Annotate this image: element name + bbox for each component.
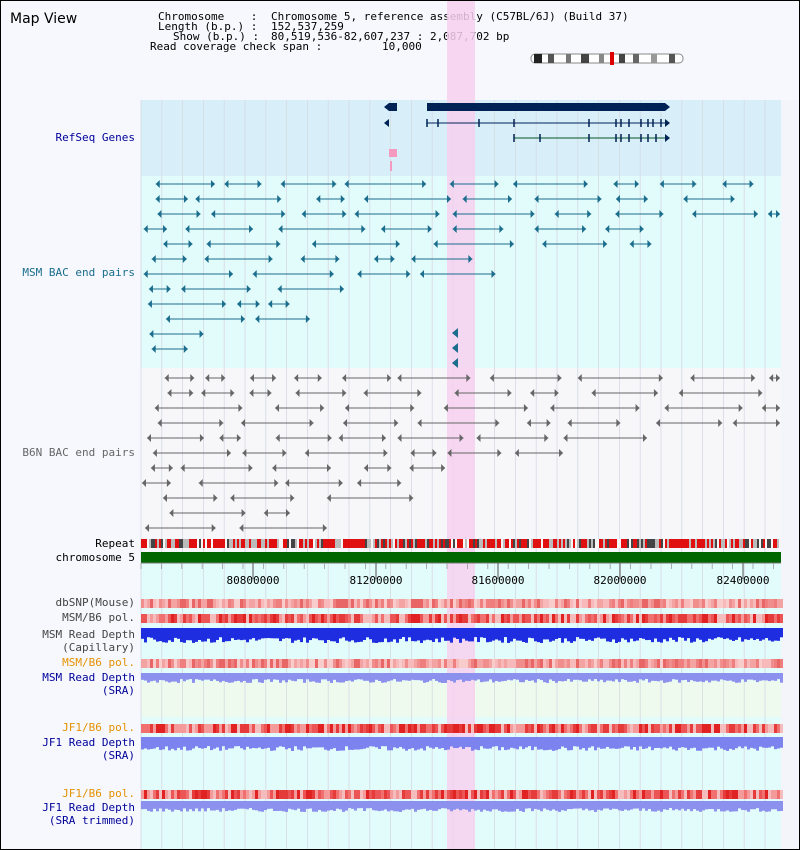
position-highlight [447,1,475,849]
ideogram-marker [610,52,614,65]
dbsnp-label: dbSNP(Mouse) [55,596,135,609]
b6n-bac-end-pairs [141,374,780,532]
length-key: Length (b.p.) : [158,20,258,33]
msm-bac-end-pairs [143,180,780,368]
msm-bac-label: MSM BAC end pairs [22,266,135,279]
msm-b6-pol2-label: MSM/B6 pol. [62,656,135,669]
chromosome-bar [141,552,781,563]
axis-tick-label: 81600000 [472,574,525,587]
jf1-depth-sra-sub: (SRA) [101,749,135,762]
repeat-label: Repeat [95,537,135,550]
axis-tick-label: 81200000 [350,574,403,587]
msm-b6-pol-label: MSM/B6 pol. [62,611,135,624]
msm-depth-sra-label: MSM Read Depth [42,671,135,684]
msm-depth-cap-label: MSM Read Depth [42,628,135,641]
coverage-value: 10,000 [382,40,422,53]
right-margin [781,100,799,849]
map-view-title: Map View [10,11,78,27]
position-axis: 80800000 81200000 81600000 82000000 82400000 [140,563,774,587]
jf1-depth-trim-label: JF1 Read Depth [42,801,135,814]
jf1-b6-pol-label: JF1/B6 pol. [62,721,135,734]
jf1-depth-trim-sub: (SRA trimmed) [48,814,135,827]
repeat-track [141,539,781,548]
axis-tick-label: 82000000 [594,574,647,587]
b6n-bac-label: B6N BAC end pairs [22,446,135,459]
heat-tracks [141,599,783,799]
show-key: Show (b.p.) : [173,30,260,43]
length-value: 152,537,259 [271,20,344,33]
msm-depth-cap-sub: (Capillary) [62,641,135,654]
jf1-b6-pol2-label: JF1/B6 pol. [62,787,135,800]
coverage-key: Read coverage check span : [150,40,323,53]
depth-tracks [141,628,783,812]
chromosome-key: Chromosome : [158,10,258,23]
msm-depth-sra-sub: (SRA) [101,684,135,697]
chromosome-label: chromosome 5 [55,551,135,564]
refseq-genes-label: RefSeq Genes [55,131,135,144]
axis-tick-label: 80800000 [227,574,280,587]
axis-tick-label: 82400000 [717,574,770,587]
chromosome-ideogram [530,52,684,65]
jf1-depth-sra-label: JF1 Read Depth [42,736,135,749]
refseq-genes [384,103,670,171]
